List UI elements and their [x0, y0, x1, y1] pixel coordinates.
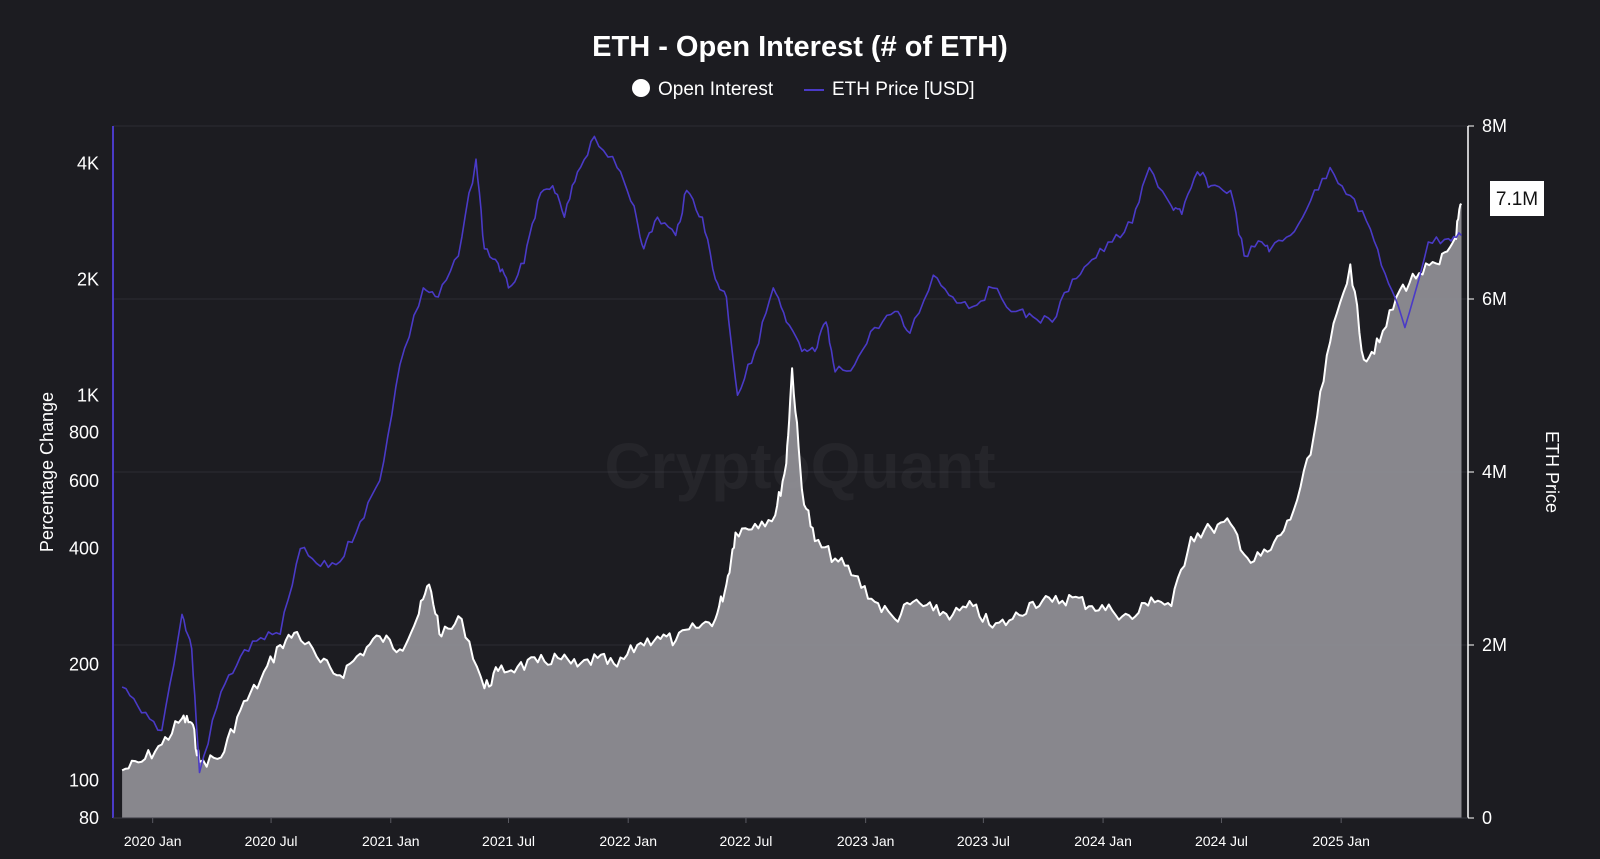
eth-price-line [121, 135, 1463, 774]
left-tick-label-7: 100 [69, 771, 99, 791]
right-axis-title: ETH Price [1542, 431, 1562, 513]
left-tick-label-4: 600 [69, 471, 99, 491]
right-tick-label-3: 2M [1482, 635, 1507, 655]
x-tick-label-1: 2020 Jul [245, 833, 298, 849]
x-tick-label-0: 2020 Jan [124, 833, 182, 849]
x-tick-label-9: 2024 Jul [1195, 833, 1248, 849]
right-tick-label-0: 8M [1482, 116, 1507, 136]
legend: Open Interest ETH Price [USD] [632, 79, 975, 100]
axes: 4K 2K 1K 800 600 400 200 100 80 8M 6M 4M 2M 0 2020 Jan… [69, 116, 1507, 849]
open-interest-series [121, 203, 1463, 818]
eth-price-series [121, 135, 1463, 774]
legend-label-eth-price: ETH Price [USD] [832, 79, 975, 100]
current-value-label: 7.1M [1496, 189, 1538, 210]
left-tick-label-1: 2K [77, 269, 99, 289]
left-tick-label-3: 800 [69, 423, 99, 443]
left-tick-label-5: 400 [69, 539, 99, 559]
x-tick-label-2: 2021 Jan [362, 833, 420, 849]
x-tick-label-4: 2022 Jan [599, 833, 657, 849]
x-tick-label-10: 2025 Jan [1312, 833, 1370, 849]
current-value-badge: 7.1M [1490, 181, 1544, 216]
x-tick-label-6: 2023 Jan [837, 833, 895, 849]
legend-item-open-interest[interactable]: Open Interest [632, 79, 774, 100]
legend-item-eth-price[interactable]: ETH Price [USD] [804, 79, 975, 100]
open-interest-area [122, 203, 1462, 818]
right-tick-label-4: 0 [1482, 808, 1492, 828]
legend-circle-icon [632, 79, 650, 97]
x-tick-label-8: 2024 Jan [1074, 833, 1132, 849]
left-tick-label-0: 4K [77, 153, 99, 173]
left-tick-label-2: 1K [77, 385, 99, 405]
x-tick-label-3: 2021 Jul [482, 833, 535, 849]
badge-background [1490, 181, 1544, 216]
left-tick-label-6: 200 [69, 655, 99, 675]
left-axis-title: Percentage Change [37, 392, 57, 552]
right-tick-label-1: 6M [1482, 289, 1507, 309]
x-tick-label-7: 2023 Jul [957, 833, 1010, 849]
right-tick-label-2: 4M [1482, 462, 1507, 482]
legend-label-open-interest: Open Interest [658, 79, 774, 100]
left-tick-label-8: 80 [79, 808, 99, 828]
chart-title: ETH - Open Interest (# of ETH) [592, 31, 1008, 63]
x-tick-label-5: 2022 Jul [719, 833, 772, 849]
